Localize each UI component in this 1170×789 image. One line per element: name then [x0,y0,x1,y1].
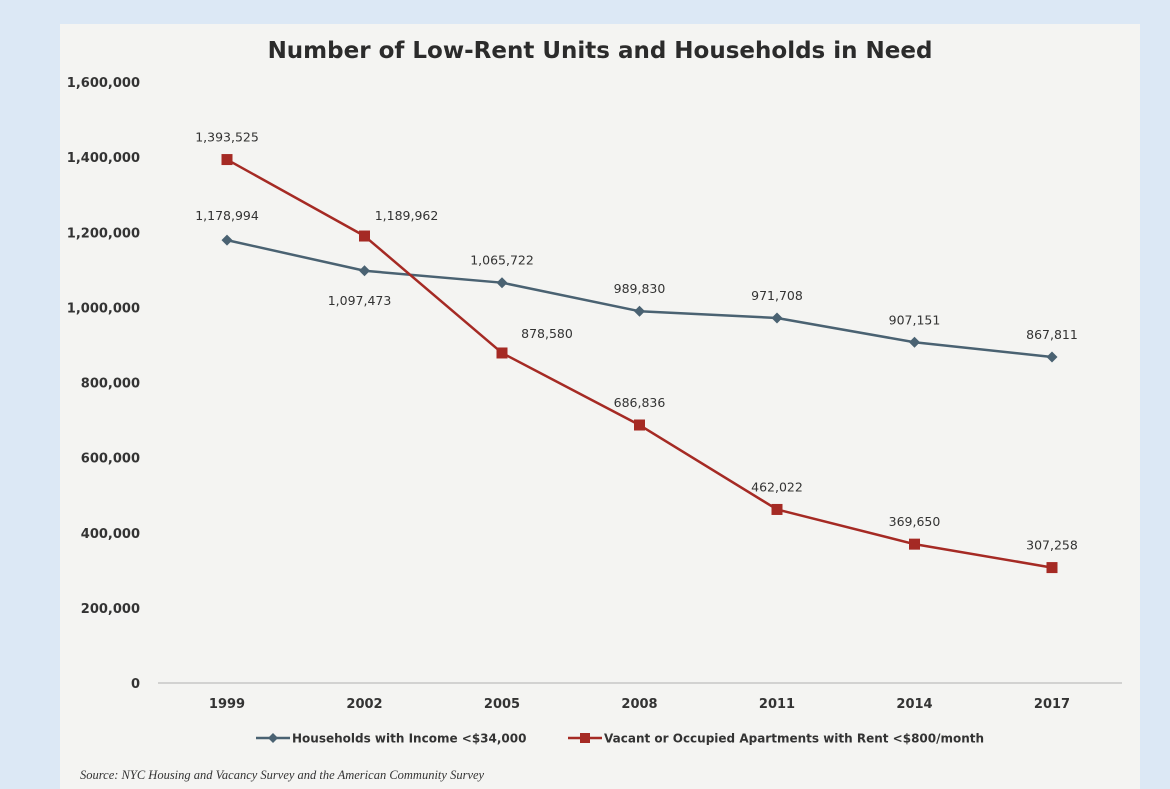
series-layer [221,154,1058,574]
data-point-square [359,230,370,242]
chart-title: Number of Low-Rent Units and Households … [268,38,933,64]
data-point-square [496,347,508,359]
data-label: 1,065,722 [470,253,534,268]
legend-marker-diamond [268,733,278,743]
data-label: 971,708 [751,288,803,303]
series-line-2 [226,158,1053,569]
data-point-diamond [771,312,783,324]
y-tick-label: 1,200,000 [67,226,140,241]
data-point-diamond [634,305,645,317]
x-axis-ticks: 1999 2002 2005 2008 2011 2014 2017 [209,697,1070,712]
line-chart: Number of Low-Rent Units and Households … [67,38,1122,782]
data-point-diamond [359,265,370,277]
x-tick-label: 2008 [621,697,657,712]
data-label: 907,151 [889,312,941,327]
data-label: 1,178,994 [195,208,259,223]
y-tick-label: 800,000 [81,377,140,392]
x-tick-label: 2005 [484,697,520,712]
x-tick-label: 2014 [896,697,932,712]
data-label: 462,022 [751,479,803,494]
y-tick-label: 600,000 [81,452,140,467]
y-tick-label: 400,000 [81,527,140,542]
data-label: 686,836 [614,395,666,410]
data-label: 989,830 [614,281,666,296]
legend: Households with Income <$34,000 Vacant or… [256,732,984,746]
y-axis-ticks: 0 200,000 400,000 600,000 800,000 1,000,000 1,… [67,76,140,692]
data-label: 878,580 [521,326,573,341]
data-point-square [771,503,783,515]
y-tick-label: 200,000 [81,602,140,617]
x-tick-label: 2011 [759,697,795,712]
data-label: 1,189,962 [375,208,439,223]
data-labels: 1,178,994 1,097,473 1,065,722 989,830 971,70… [195,130,1078,553]
chart-panel: Number of Low-Rent Units and Households … [60,24,1140,789]
data-label: 1,097,473 [328,293,392,308]
data-point-square [634,419,645,431]
legend-marker-square [580,733,590,743]
x-tick-label: 1999 [209,697,245,712]
source-note: Source: NYC Housing and Vacancy Survey a… [80,768,485,782]
data-point-square [1046,562,1058,574]
legend-label: Vacant or Occupied Apartments with Rent … [604,732,984,746]
data-point-diamond [1046,351,1058,363]
y-tick-label: 1,000,000 [67,301,140,316]
x-tick-label: 2002 [346,697,382,712]
data-point-square [909,538,920,550]
data-point-diamond [221,234,233,246]
legend-label: Households with Income <$34,000 [292,732,526,746]
data-label: 867,811 [1026,327,1078,342]
data-point-diamond [909,336,920,348]
data-point-diamond [496,277,508,289]
y-tick-label: 0 [131,677,140,692]
data-point-square [221,154,233,166]
x-tick-label: 2017 [1034,697,1070,712]
y-tick-label: 1,400,000 [67,151,140,166]
data-label: 369,650 [889,514,941,529]
data-label: 1,393,525 [195,130,259,145]
data-label: 307,258 [1026,538,1078,553]
y-tick-label: 1,600,000 [67,76,140,91]
